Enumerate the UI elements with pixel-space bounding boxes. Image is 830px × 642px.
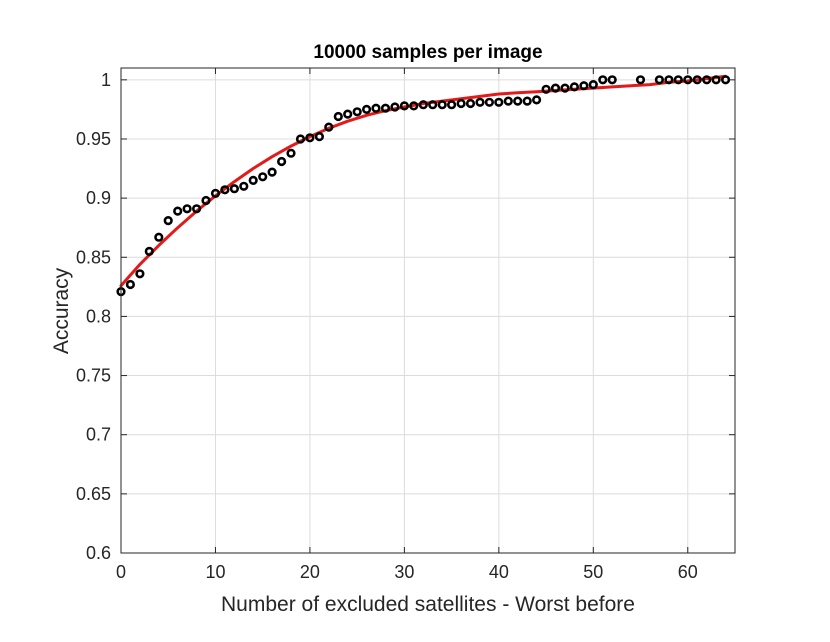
x-axis-label: Number of excluded satellites - Worst be…	[221, 593, 635, 616]
y-tick-label: 0.9	[86, 188, 111, 208]
data-point-marker	[428, 100, 438, 110]
data-point-marker	[277, 156, 287, 167]
data-point-marker	[399, 101, 410, 111]
x-tick-label: 60	[678, 562, 698, 582]
data-point-marker	[305, 133, 315, 143]
data-point-marker	[531, 95, 542, 105]
x-tick-label: 0	[116, 562, 126, 582]
data-point-marker	[324, 122, 334, 132]
data-point-marker	[579, 81, 589, 91]
data-point-marker	[437, 100, 447, 110]
x-tick-label: 10	[205, 562, 225, 582]
data-point-marker	[673, 75, 683, 85]
y-tick-label: 0.6	[86, 543, 111, 563]
data-point-marker	[371, 103, 381, 113]
data-point-marker	[447, 100, 457, 110]
data-point-marker	[239, 181, 249, 191]
data-point-marker	[248, 175, 258, 185]
data-point-marker	[163, 216, 173, 226]
y-tick-label: 0.8	[86, 306, 111, 326]
data-point-marker	[333, 111, 343, 122]
data-point-marker	[352, 107, 362, 117]
data-point-marker	[201, 195, 211, 206]
data-point-marker	[343, 109, 353, 119]
x-tick-labels: 0 10 20 30 40 50 60	[116, 562, 698, 582]
data-point-marker	[409, 101, 419, 111]
data-point-marker	[314, 132, 325, 142]
data-point-marker	[692, 75, 702, 85]
data-point-marker	[192, 204, 202, 214]
data-point-marker	[702, 75, 712, 85]
data-point-marker	[541, 84, 551, 94]
data-point-marker	[484, 97, 495, 107]
data-point-marker	[286, 148, 296, 158]
y-tick-label: 1	[101, 70, 111, 90]
y-axis-label: Accuracy	[50, 267, 73, 354]
y-tick-label: 0.75	[76, 366, 111, 386]
data-point-marker	[390, 102, 400, 112]
data-point-marker	[258, 172, 268, 182]
data-point-marker	[182, 204, 192, 214]
data-point-marker	[267, 167, 277, 177]
data-point-marker	[569, 82, 580, 92]
data-point-marker	[711, 75, 721, 85]
data-point-marker	[550, 83, 561, 93]
data-point-marker	[173, 206, 183, 216]
data-point-marker	[683, 75, 693, 85]
data-point-marker	[135, 269, 145, 279]
x-tick-label: 40	[489, 562, 509, 582]
data-point-marker	[418, 100, 428, 110]
data-point-marker	[125, 279, 135, 290]
data-point-marker	[220, 185, 230, 195]
data-point-marker	[635, 75, 646, 85]
data-point-marker	[229, 184, 239, 194]
data-point-marker	[144, 246, 154, 256]
data-point-marker	[664, 75, 674, 85]
data-point-marker	[465, 98, 476, 109]
y-tick-label: 0.85	[76, 247, 111, 267]
grid-lines	[120, 68, 735, 554]
data-point-marker	[588, 79, 598, 90]
data-point-marker	[720, 75, 731, 85]
axes	[120, 67, 736, 554]
y-tick-label: 0.7	[86, 425, 111, 445]
data-point-marker	[154, 232, 164, 242]
data-point-marker	[560, 83, 570, 93]
data-point-marker	[598, 75, 608, 85]
y-tick-labels: 0.6 0.65 0.7 0.75 0.8 0.85 0.9 0.95 1	[76, 70, 111, 563]
data-point-marker	[522, 96, 532, 106]
chart-title: 10000 samples per image	[313, 42, 542, 63]
y-tick-label: 0.95	[76, 129, 111, 149]
data-point-marker	[456, 98, 466, 109]
data-point-marker	[513, 96, 523, 106]
data-point-marker	[654, 75, 665, 85]
x-tick-label: 30	[394, 562, 414, 582]
data-point-marker	[494, 97, 504, 107]
data-point-marker	[475, 97, 485, 107]
x-tick-label: 50	[583, 562, 603, 582]
data-point-marker	[503, 96, 513, 106]
plot-area-border	[120, 67, 736, 554]
data-point-marker	[295, 134, 306, 144]
data-point-marker	[362, 104, 372, 114]
data-point-marker	[210, 188, 221, 198]
data-point-marker	[380, 103, 391, 113]
x-tick-label: 20	[300, 562, 320, 582]
data-point-marker	[607, 75, 617, 85]
y-tick-label: 0.65	[76, 484, 111, 504]
data-markers	[116, 75, 731, 297]
